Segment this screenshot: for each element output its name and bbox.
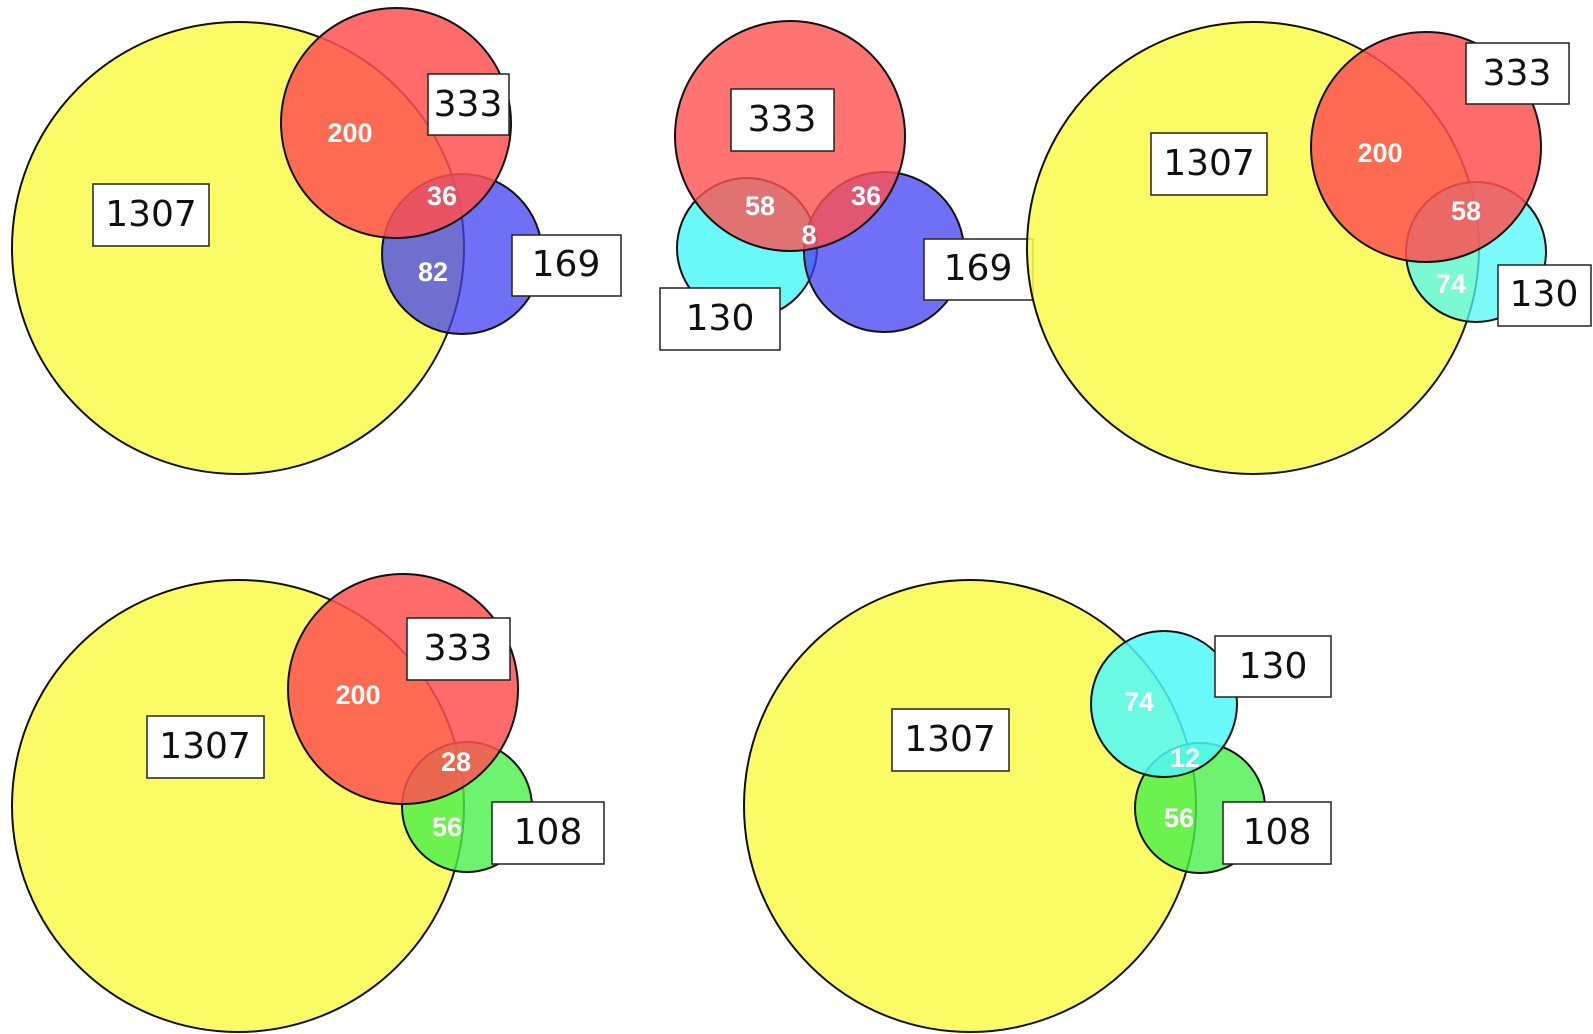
set-label-box: 333 [730,88,835,152]
overlap-label: 200 [1357,138,1402,168]
svg-text:333: 333 [424,628,493,669]
overlap-label: 8 [801,220,816,250]
set-label-box: 1307 [891,708,1010,772]
overlap-label: 36 [851,181,881,211]
set-label-box: 108 [491,801,605,865]
overlap-label: 56 [432,812,462,842]
overlap-label: 58 [1451,196,1481,226]
set-label-box: 333 [1465,42,1570,105]
svg-text:1307: 1307 [904,719,996,760]
overlap-label: 36 [427,181,457,211]
overlap-label: 74 [1124,687,1154,717]
set-label-box: 169 [923,238,1034,301]
set-circle-cyan [1090,630,1238,778]
set-label-box: 130 [1214,635,1332,698]
set-label-box: 108 [1222,801,1332,865]
overlap-label: 74 [1436,269,1466,299]
svg-text:1307: 1307 [159,726,251,767]
svg-text:130: 130 [686,298,755,339]
venn-panel-4: 200 28 56 1307 333 108 [11,573,605,1033]
venn-panel-2: 58 36 8 333 130 169 [659,20,1034,351]
overlap-label: 28 [441,747,471,777]
set-label-box: 169 [511,234,622,297]
set-label-box: 333 [406,617,511,681]
set-label-box: 1307 [146,715,265,779]
overlap-label: 58 [745,191,775,221]
overlap-label: 200 [335,680,380,710]
venn-panel-1: 200 36 82 1307 333 169 [11,7,622,475]
svg-text:333: 333 [748,99,817,140]
set-label-box: 130 [659,287,781,351]
overlap-label: 200 [327,118,372,148]
overlap-label: 56 [1164,803,1194,833]
svg-text:108: 108 [514,812,583,853]
overlap-label: 12 [1170,743,1200,773]
set-label-box: 1307 [1150,132,1268,196]
svg-text:1307: 1307 [1163,143,1255,184]
set-label-box: 333 [427,73,510,136]
svg-text:108: 108 [1243,812,1312,853]
svg-text:1307: 1307 [105,194,197,235]
venn-panel-5: 74 12 56 1307 130 108 [743,579,1332,1033]
set-label-box: 130 [1497,264,1592,327]
overlap-label: 82 [418,257,448,287]
svg-text:333: 333 [434,84,503,125]
set-label-box: 1307 [92,183,210,247]
set-circle-red [287,573,519,805]
svg-text:130: 130 [1510,274,1579,315]
svg-text:130: 130 [1239,646,1308,687]
svg-text:333: 333 [1483,53,1552,94]
svg-text:169: 169 [944,248,1013,289]
set-circle-red [280,7,512,239]
svg-text:169: 169 [532,244,601,285]
venn-panel-3: 200 58 74 1307 333 130 [1026,21,1592,475]
